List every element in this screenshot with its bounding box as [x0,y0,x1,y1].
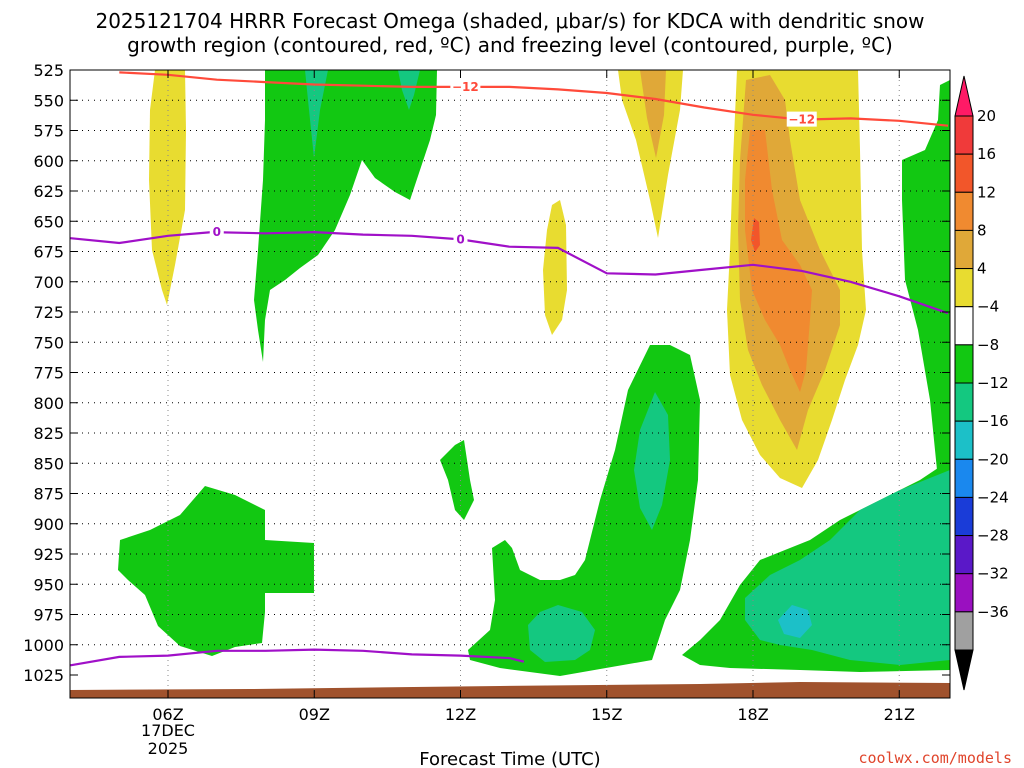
ytick-label-925: 925 [33,545,64,564]
colorbar-label-2: 16 [977,145,996,163]
ytick-label-1000: 1000 [23,636,64,655]
colorbar-swatch-9 [954,420,974,460]
ytick-label-850: 850 [33,454,64,473]
omega-shade-negative-9 [528,605,595,662]
colorbar-label-8: −12 [977,374,1009,392]
ytick-label-975: 975 [33,606,64,625]
omega-shade-negative-6 [440,440,474,520]
colorbar-swatch-6 [954,306,974,346]
colorbar-label-9: −16 [977,412,1009,430]
dendritic-label-1-bg [450,78,481,94]
colorbar-swatch-max [954,75,974,117]
ytick-label-550: 550 [33,91,64,110]
colorbar-label-5: 4 [977,260,987,278]
x-axis: 06Z 09Z 12Z 15Z 18Z 21Z [152,70,915,724]
omega-shade-positive-8 [751,218,760,252]
colorbar-swatch-10 [954,458,974,498]
colorbar-swatch-1 [954,115,974,155]
colorbar-label-14: −36 [977,603,1009,621]
xtick-label-18: 18Z [737,705,768,724]
contour-labels: 0 0 −12 −12 [209,78,817,247]
omega-shade-negative-2 [305,70,328,158]
omega-shade-positive-7 [745,130,812,392]
xtick-label-15: 15Z [591,705,622,724]
colorbar-swatch-7 [954,344,974,384]
x-date-label-day: 17DEC [141,721,195,740]
ytick-label-600: 600 [33,152,64,171]
colorbar-label-3: 12 [977,183,996,201]
colorbar-label-12: −28 [977,527,1009,545]
xtick-label-12: 12Z [445,705,476,724]
ytick-label-950: 950 [33,575,64,594]
freezing-level-label-2: 0 [456,232,464,246]
xtick-label-9: 09Z [299,705,330,724]
plot-frame [69,69,951,699]
ytick-label-575: 575 [33,122,64,141]
colorbar-swatch-5 [954,268,974,308]
dendritic-label-2: −12 [788,113,815,127]
omega-shade-positive-2 [543,200,567,335]
ytick-label-525: 525 [33,61,64,80]
omega-shade-positive-5 [640,70,666,158]
ytick-label-675: 675 [33,243,64,262]
colorbar-swatch-13 [954,573,974,613]
x-axis-title: Forecast Time (UTC) [419,749,600,768]
ytick-label-800: 800 [33,394,64,413]
omega-shade-negative-12 [778,605,812,638]
ytick-label-625: 625 [33,182,64,201]
freezing-level-label-2-bg [453,231,468,247]
colorbar-label-7: −8 [977,336,999,354]
colorbar-swatch-11 [954,496,974,537]
chart-title-line2: growth region (contoured, red, ºC) and f… [127,33,893,57]
source-credit: coolwx.com/models [858,749,1012,767]
y-axis: 525 550 575 600 625 650 675 700 725 750 775 800 825 8… [23,61,950,685]
omega-shade-negative-8 [634,392,670,530]
x-date-label-year: 2025 [148,739,189,758]
omega-shade-positive-1 [149,70,186,305]
omega-shade-negative-5 [118,486,314,656]
colorbar-legend: 20 16 12 8 4 −4 −8 −12 −16 −20 −24 −28 −32 −36 [954,75,1009,691]
colorbar-swatch-3 [954,191,974,231]
xtick-label-6: 06Z [152,705,183,724]
freezing-level-label-1-bg [209,224,224,240]
colorbar-label-1: 20 [977,107,996,125]
dendritic-label-2-bg [786,111,817,127]
chart-title-line1: 2025121704 HRRR Forecast Omega (shaded, … [95,9,924,33]
xtick-label-21: 21Z [884,705,915,724]
ytick-label-875: 875 [33,485,64,504]
colorbar-swatch-14 [954,611,974,651]
plot-area [70,70,950,698]
omega-shade-negative-1 [254,70,437,362]
ytick-label-825: 825 [33,424,64,443]
colorbar-swatch-4 [954,229,974,270]
colorbar-label-4: 8 [977,221,987,239]
colorbar-label-11: −24 [977,488,1009,506]
colorbar-swatch-12 [954,535,974,575]
freezing-level-label-1: 0 [213,225,221,239]
colorbar-label-10: −20 [977,450,1009,468]
colorbar-swatch-min [954,649,974,691]
omega-shade-positive-3 [618,70,683,238]
ytick-label-1025: 1025 [23,666,64,685]
ytick-label-700: 700 [33,273,64,292]
ytick-label-900: 900 [33,515,64,534]
colorbar-label-13: −32 [977,565,1009,583]
colorbar-swatch-8 [954,382,974,422]
terrain-surface [70,682,950,698]
ytick-label-775: 775 [33,364,64,383]
ytick-label-750: 750 [33,333,64,352]
colorbar-swatch-2 [954,153,974,193]
omega-shade-negative-3 [398,70,420,110]
freezing-level-contour-2 [70,648,525,667]
ytick-label-725: 725 [33,303,64,322]
dendritic-label-1: −12 [452,80,479,94]
colorbar-label-6: −4 [977,298,999,316]
ytick-label-650: 650 [33,212,64,231]
